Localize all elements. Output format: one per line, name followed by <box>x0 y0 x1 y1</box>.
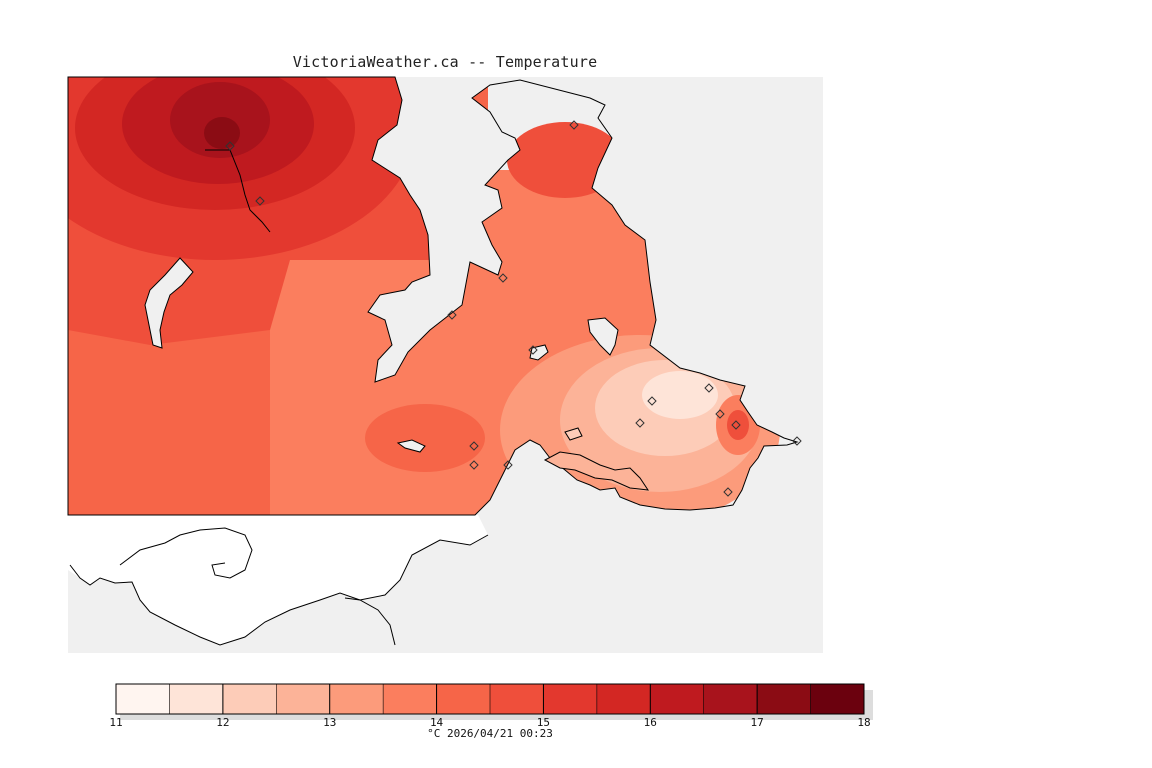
station-marker <box>723 487 733 497</box>
legend-bin <box>703 684 758 714</box>
coastline-inlet <box>543 451 650 491</box>
station-marker <box>569 120 579 130</box>
lake <box>144 257 194 349</box>
legend-bin <box>757 684 811 714</box>
lake <box>529 344 549 361</box>
legend-bin <box>436 684 490 714</box>
coastline-south-inlet <box>119 527 253 579</box>
station-marker <box>225 141 235 151</box>
legend-bin <box>543 684 597 714</box>
station-marker <box>704 383 714 393</box>
legend-tick-label: 14 <box>430 716 444 729</box>
coastline-south-inlet <box>344 597 396 646</box>
legend-bin <box>383 684 437 714</box>
station-marker <box>528 345 538 355</box>
legend-bin <box>810 684 864 714</box>
legend-footer: °C 2026/04/21 00:23 <box>427 727 553 740</box>
legend-ticks: 11 12 13 14 15 16 17 18 <box>109 684 871 729</box>
station-marker <box>503 460 513 470</box>
unanalyzed-land <box>68 515 488 645</box>
legend-bin <box>329 684 384 714</box>
legend-bin <box>222 684 277 714</box>
legend-bin <box>490 684 544 714</box>
station-marker <box>255 196 265 206</box>
legend-bin <box>169 684 223 714</box>
legend-bins <box>116 684 864 714</box>
station-marker <box>447 310 457 320</box>
legend-tick-label: 16 <box>644 716 657 729</box>
coastline-island <box>564 427 583 441</box>
map-title: VictoriaWeather.ca -- Temperature <box>292 53 598 71</box>
station-marker <box>635 418 645 428</box>
legend-bin <box>650 684 704 714</box>
legend-tick-label: 13 <box>323 716 336 729</box>
station-marker <box>469 460 479 470</box>
legend-bin <box>276 684 330 714</box>
station-marker <box>715 409 725 419</box>
station-marker <box>469 441 479 451</box>
station-marker <box>647 396 657 406</box>
weather-stations <box>225 120 802 497</box>
legend-tick-label: 12 <box>216 716 229 729</box>
legend-tick-label: 17 <box>751 716 764 729</box>
legend-tick-label: 15 <box>537 716 550 729</box>
station-marker <box>731 420 741 430</box>
station-marker <box>792 436 802 446</box>
legend-tick-label: 18 <box>857 716 870 729</box>
legend-tick-label: 11 <box>109 716 122 729</box>
station-marker <box>498 273 508 283</box>
lake <box>396 439 426 453</box>
legend-bin <box>596 684 651 714</box>
legend-bin <box>116 684 170 714</box>
coastline-south <box>69 534 489 646</box>
lake <box>587 317 619 356</box>
